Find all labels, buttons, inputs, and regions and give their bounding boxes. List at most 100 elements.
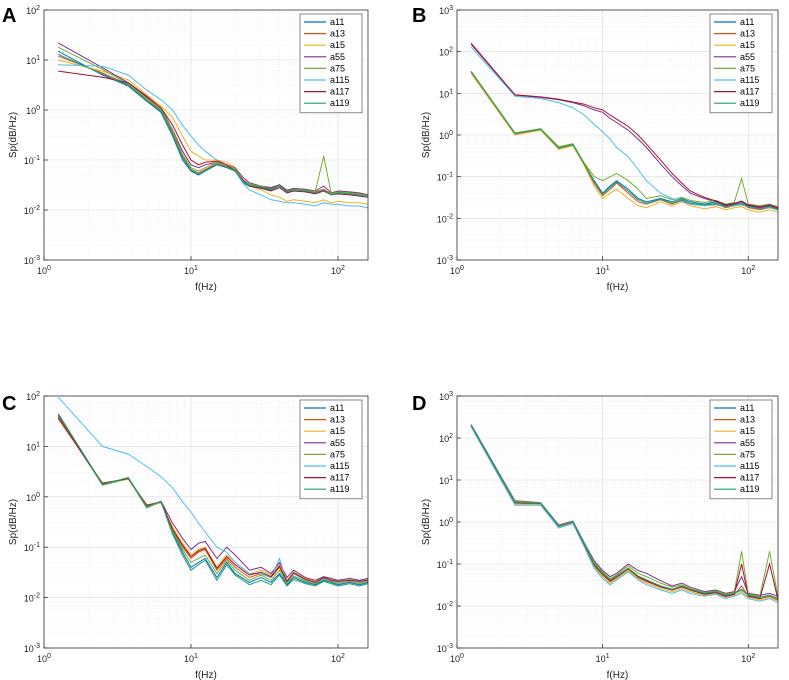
- series-line-a119: [470, 71, 779, 211]
- x-tick-label: 102: [741, 265, 755, 276]
- x-tick-label: 101: [184, 653, 198, 664]
- series-group: [470, 424, 779, 604]
- legend-label: a115: [330, 461, 349, 471]
- series-line-a15: [470, 73, 779, 213]
- x-tick-label: 101: [184, 265, 198, 276]
- legend-label: a115: [330, 75, 349, 85]
- series-line-a119: [57, 413, 369, 587]
- legend-label: a117: [740, 87, 759, 97]
- y-tick-label: 103: [439, 391, 453, 402]
- legend-label: a55: [740, 52, 755, 62]
- legend-label: a13: [330, 29, 345, 39]
- legend-label: a11: [740, 403, 754, 413]
- x-tick-label: 101: [596, 265, 610, 276]
- legend-label: a15: [330, 40, 345, 50]
- y-tick-label: 102: [439, 47, 453, 58]
- x-tick-label: 100: [37, 265, 51, 276]
- legend-label: a13: [330, 415, 345, 425]
- legend-label: a75: [740, 63, 755, 73]
- panel-A: A 100 101 102 10-3 10-2 10-1 100 101 102 f(Hz) Sp(d…: [2, 5, 369, 293]
- legend-box: [709, 399, 773, 500]
- legend-label: a117: [330, 473, 349, 483]
- x-tick-label: 102: [741, 653, 755, 664]
- series-line-a55: [470, 43, 779, 210]
- legend-box: [299, 13, 363, 114]
- x-tick-label: 101: [596, 653, 610, 664]
- x-axis-title: f(Hz): [607, 282, 629, 293]
- panel-letter: C: [2, 393, 16, 415]
- series-line-a119: [470, 424, 779, 600]
- series-line-a115: [470, 46, 779, 211]
- series-line-a117: [57, 417, 369, 583]
- legend-label: a11: [330, 403, 344, 413]
- y-tick-label: 10-3: [24, 255, 40, 266]
- series-line-a117: [470, 42, 779, 209]
- legend-label: a55: [740, 438, 755, 448]
- legend-label: a11: [740, 17, 754, 27]
- legend-label: a119: [740, 98, 759, 108]
- grid: [43, 9, 368, 261]
- panel-letter: D: [412, 393, 426, 415]
- y-tick-label: 10-3: [437, 255, 453, 266]
- legend-label: a117: [740, 473, 759, 483]
- y-tick-label: 10-3: [437, 643, 453, 654]
- legend-label: a11: [330, 17, 344, 27]
- legend-box: [299, 399, 363, 500]
- y-tick-label: 101: [26, 55, 40, 66]
- panel-B: B 100 101 102 10-3 10-2 10-1 100 101 102 103 f(Hz) S…: [412, 5, 779, 293]
- y-tick-label: 10-1: [24, 155, 40, 166]
- y-axis-title: Sp(dB/Hz): [8, 112, 19, 158]
- y-axis-title: Sp(dB/Hz): [8, 499, 19, 545]
- legend-label: a117: [330, 87, 349, 97]
- legend-label: a119: [740, 484, 759, 494]
- panel-letter: B: [412, 5, 426, 27]
- series-group: [470, 42, 779, 213]
- x-axis-title: f(Hz): [607, 670, 629, 680]
- series-line-a55: [57, 414, 369, 581]
- y-tick-label: 101: [439, 475, 453, 486]
- y-axis-title: Sp(dB/Hz): [421, 499, 432, 545]
- x-tick-label: 100: [450, 653, 464, 664]
- legend-label: a15: [740, 40, 755, 50]
- legend-label: a15: [330, 426, 345, 436]
- y-tick-label: 100: [26, 492, 40, 503]
- series-group: [57, 42, 369, 209]
- y-tick-label: 10-3: [24, 643, 40, 654]
- legend-label: a15: [740, 426, 755, 436]
- y-tick-label: 100: [26, 105, 40, 116]
- series-line-a75: [57, 46, 369, 197]
- legend-label: a55: [330, 438, 345, 448]
- y-tick-label: 100: [439, 130, 453, 141]
- x-tick-label: 102: [331, 653, 345, 664]
- y-tick-label: 100: [439, 517, 453, 528]
- legend-label: a119: [330, 484, 349, 494]
- panel-letter: A: [2, 5, 16, 27]
- legend-label: a115: [740, 461, 759, 471]
- panel-D: D 100 101 102 10-3 10-2 10-1 100 101 102 103 f(Hz) S…: [412, 391, 779, 680]
- y-tick-label: 101: [439, 88, 453, 99]
- y-tick-label: 10-2: [24, 205, 40, 216]
- legend-label: a119: [330, 98, 349, 108]
- panel-C: C 100 101 102 10-3 10-2 10-1 100 101 102 f(Hz) Sp(d…: [2, 391, 369, 680]
- y-tick-label: 102: [26, 391, 40, 402]
- y-tick-label: 102: [439, 433, 453, 444]
- legend-box: [709, 13, 773, 114]
- y-axis-title: Sp(dB/Hz): [421, 112, 432, 158]
- x-tick-label: 100: [37, 653, 51, 664]
- y-tick-label: 101: [26, 441, 40, 452]
- y-tick-label: 10-2: [437, 601, 453, 612]
- series-line-a115: [58, 64, 369, 209]
- series-line-a119: [57, 53, 369, 198]
- x-axis-title: f(Hz): [195, 282, 217, 293]
- series-group: [57, 396, 369, 587]
- y-tick-label: 103: [439, 5, 453, 16]
- y-tick-label: 10-1: [24, 542, 40, 553]
- legend-label: a13: [740, 415, 755, 425]
- y-tick-label: 102: [26, 5, 40, 16]
- axes-box: [43, 9, 369, 261]
